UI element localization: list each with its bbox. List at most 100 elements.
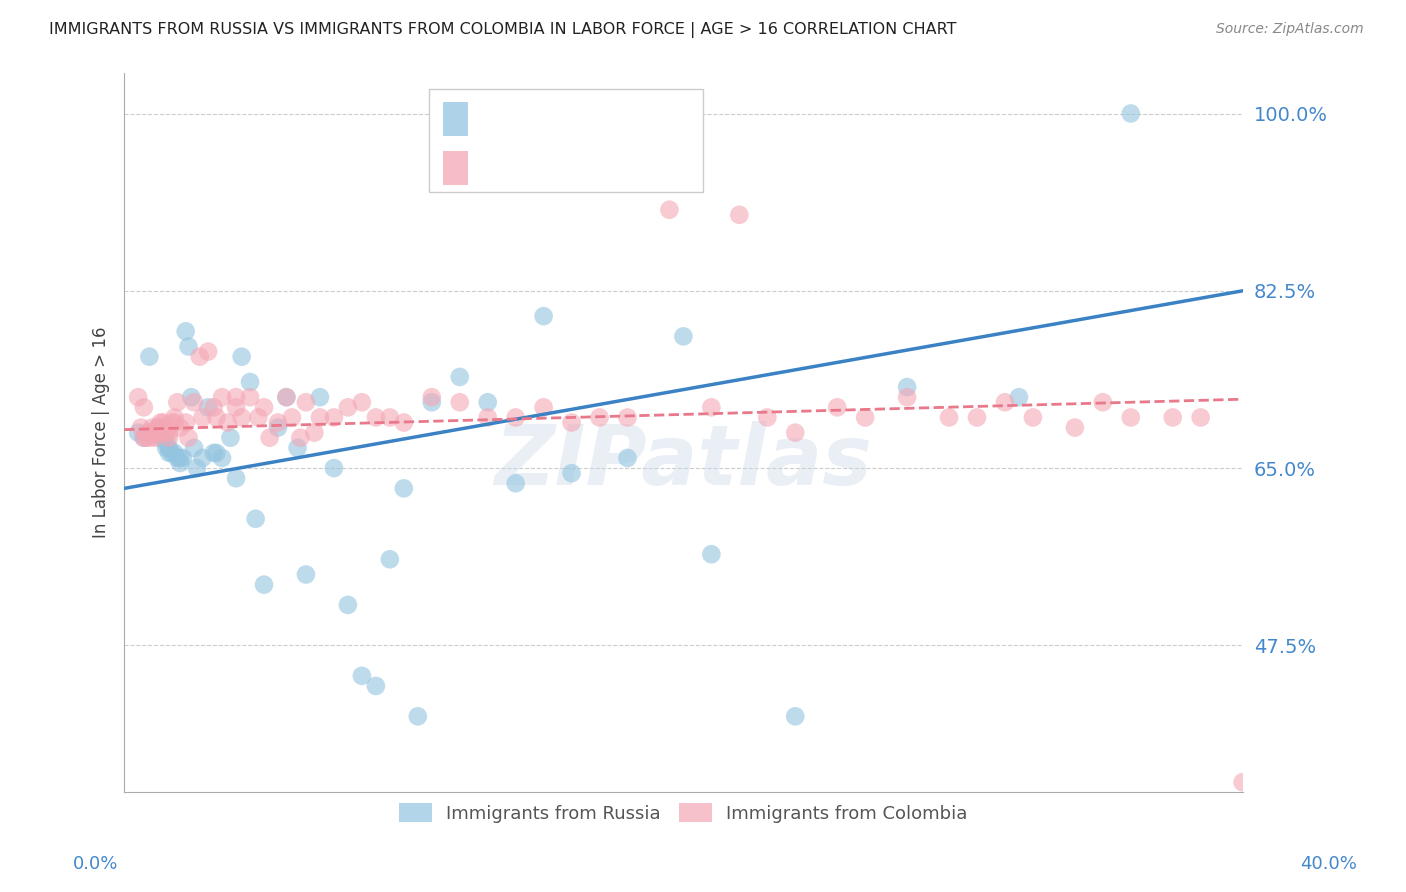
Point <box>157 446 180 460</box>
Point <box>143 431 166 445</box>
Point <box>420 395 443 409</box>
Point <box>616 410 638 425</box>
Point <box>231 350 253 364</box>
Point <box>295 567 318 582</box>
Point <box>785 425 807 440</box>
Point <box>127 390 149 404</box>
Point <box>166 395 188 409</box>
Point <box>295 395 318 409</box>
Point <box>1232 775 1254 789</box>
Point <box>205 410 228 425</box>
Point <box>304 425 326 440</box>
Point <box>1063 420 1085 434</box>
Point <box>239 390 262 404</box>
Point <box>700 401 723 415</box>
Point <box>166 450 188 465</box>
Text: R =: R = <box>479 157 527 178</box>
Point <box>420 390 443 404</box>
Point <box>672 329 695 343</box>
Point <box>253 401 276 415</box>
Point <box>588 410 610 425</box>
Point <box>146 420 169 434</box>
Text: 58: 58 <box>612 108 641 128</box>
Point <box>406 709 429 723</box>
Point <box>146 425 169 440</box>
Point <box>211 450 233 465</box>
Text: 0.081: 0.081 <box>517 157 583 178</box>
Point <box>191 450 214 465</box>
Text: 0.301: 0.301 <box>517 108 583 128</box>
Point <box>157 441 180 455</box>
Point <box>1119 410 1142 425</box>
Text: N =: N = <box>576 108 626 128</box>
Point <box>149 416 172 430</box>
Point <box>364 410 387 425</box>
Point <box>853 410 876 425</box>
Text: 40.0%: 40.0% <box>1301 855 1357 872</box>
Point <box>658 202 681 217</box>
Point <box>155 435 177 450</box>
Point <box>141 425 163 440</box>
Legend: Immigrants from Russia, Immigrants from Colombia: Immigrants from Russia, Immigrants from … <box>392 797 974 830</box>
Point <box>135 425 157 440</box>
Point <box>322 461 344 475</box>
Point <box>160 416 183 430</box>
Point <box>155 441 177 455</box>
Point <box>1091 395 1114 409</box>
Point <box>155 420 177 434</box>
Point <box>966 410 988 425</box>
Point <box>896 390 918 404</box>
Point <box>616 450 638 465</box>
Point <box>231 410 253 425</box>
Point <box>259 431 281 445</box>
Point <box>169 420 191 434</box>
Point <box>183 395 205 409</box>
Point <box>149 431 172 445</box>
Point <box>174 324 197 338</box>
Text: N =: N = <box>576 157 626 178</box>
Point <box>364 679 387 693</box>
Point <box>700 547 723 561</box>
Point <box>157 425 180 440</box>
Point <box>505 410 527 425</box>
Point <box>392 416 415 430</box>
Point <box>561 466 583 480</box>
Point <box>132 431 155 445</box>
Point <box>1119 106 1142 120</box>
Point <box>135 431 157 445</box>
Text: R =: R = <box>479 108 527 128</box>
Point <box>505 476 527 491</box>
Point <box>756 410 779 425</box>
Point <box>129 420 152 434</box>
Point <box>180 390 202 404</box>
Text: ZIPatlas: ZIPatlas <box>495 421 872 502</box>
Point <box>138 431 160 445</box>
Point <box>225 401 247 415</box>
Point <box>141 420 163 434</box>
Point <box>160 446 183 460</box>
Point <box>205 446 228 460</box>
Point <box>267 420 290 434</box>
Point <box>191 410 214 425</box>
Text: 0.0%: 0.0% <box>73 855 118 872</box>
Point <box>1161 410 1184 425</box>
Point <box>132 401 155 415</box>
Point <box>202 446 225 460</box>
Text: Source: ZipAtlas.com: Source: ZipAtlas.com <box>1216 22 1364 37</box>
Point <box>177 339 200 353</box>
Point <box>1008 390 1031 404</box>
Point <box>225 471 247 485</box>
Point <box>183 441 205 455</box>
Point <box>561 416 583 430</box>
Point <box>169 456 191 470</box>
Point <box>309 390 332 404</box>
Point <box>225 390 247 404</box>
Point <box>211 390 233 404</box>
Point <box>247 410 270 425</box>
Point <box>157 431 180 445</box>
Point <box>336 598 359 612</box>
Y-axis label: In Labor Force | Age > 16: In Labor Force | Age > 16 <box>93 326 110 539</box>
Point <box>217 416 239 430</box>
Point <box>309 410 332 425</box>
Point <box>785 709 807 723</box>
